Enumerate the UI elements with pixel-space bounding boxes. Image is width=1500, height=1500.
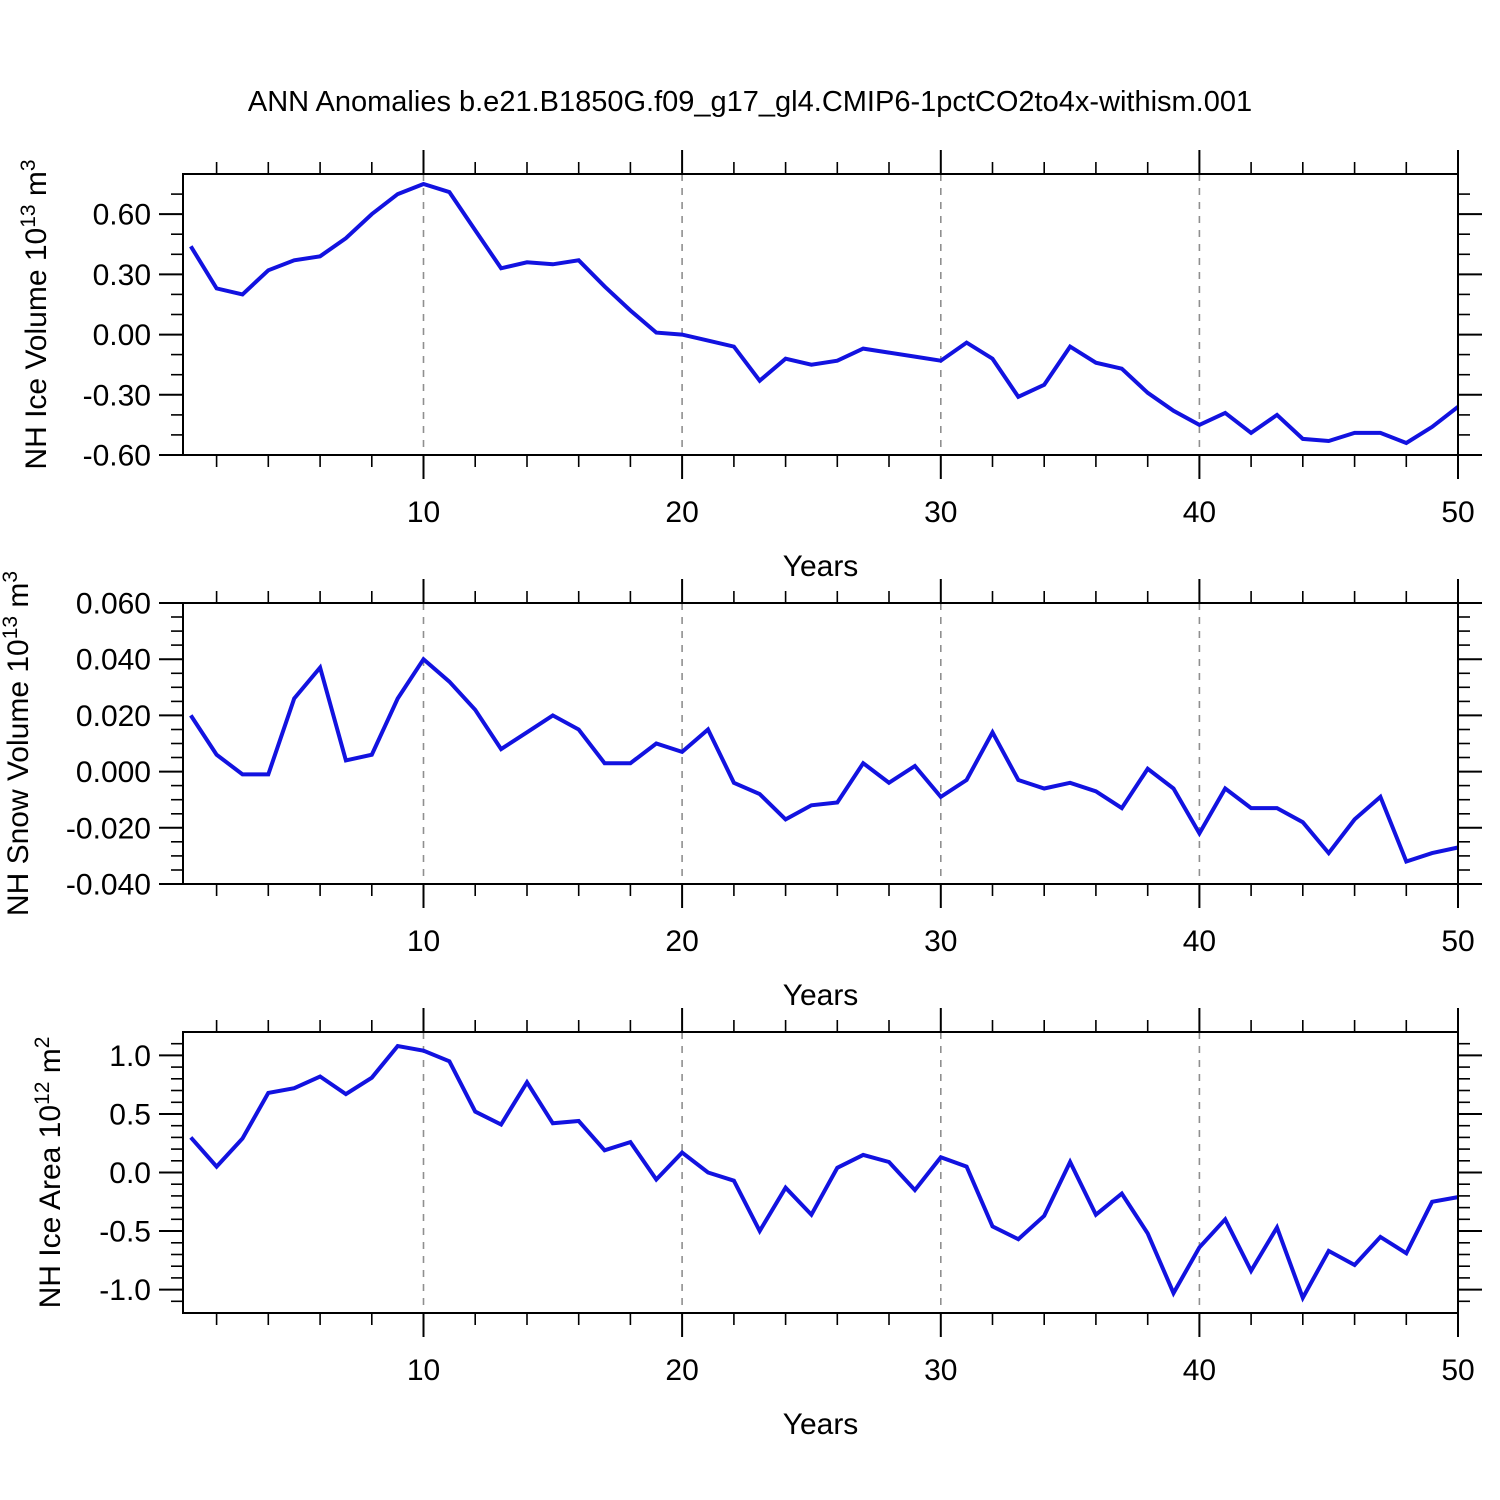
x-tick-label: 30 [924, 496, 957, 529]
y-tick-label: 0.060 [76, 588, 151, 621]
y-axis-label: NH Ice Volume 1013 m3 [17, 159, 53, 469]
data-line-nh-ice-volume [189, 181, 1460, 446]
x-tick-label: 20 [665, 925, 698, 958]
x-tick-label: 50 [1441, 1354, 1474, 1387]
x-tick-label: 40 [1183, 1354, 1216, 1387]
x-tick-label: 20 [665, 496, 698, 529]
x-tick-label: 50 [1441, 925, 1474, 958]
y-tick-label: 0.040 [76, 644, 151, 677]
plot-frame [182, 602, 1459, 885]
panel-nh-snow-volume: 10 20 30 40 50 0.060 0.040 0.020 0.000 -0.020 -0.0… [0, 571, 1482, 1012]
x-tick-label: 10 [407, 925, 440, 958]
x-tick-label: 40 [1183, 925, 1216, 958]
x-tick-label: 40 [1183, 496, 1216, 529]
panel-nh-ice-volume: 10 20 30 40 50 0.60 0.30 0.00 -0.30 -0.60 Years NH … [17, 150, 1482, 583]
y-tick-label: -0.5 [99, 1216, 151, 1249]
y-tick-label: -1.0 [99, 1274, 151, 1307]
data-line-nh-ice-area [189, 1043, 1459, 1303]
panel-nh-ice-area: 10 20 30 40 50 1.0 0.5 0.0 -0.5 -1.0 Years NH Ice A… [31, 1008, 1482, 1441]
y-tick-label: -0.30 [83, 379, 151, 412]
data-line-nh-snow-volume [189, 656, 1459, 864]
plot-frame [182, 173, 1459, 456]
x-tick-label: 30 [924, 925, 957, 958]
y-tick-label: 0.000 [76, 756, 151, 789]
y-axis-label: NH Ice Area 1012 m2 [31, 1037, 67, 1309]
y-tick-label: 0.30 [93, 259, 151, 292]
y-tick-label: 0.00 [93, 319, 151, 352]
figure-title: ANN Anomalies b.e21.B1850G.f09_g17_gl4.C… [247, 86, 1253, 118]
x-tick-label: 50 [1441, 496, 1474, 529]
y-tick-label: 1.0 [109, 1040, 151, 1073]
y-tick-label: 0.020 [76, 700, 151, 733]
y-tick-label: 0.0 [109, 1157, 151, 1190]
y-tick-label: 0.5 [109, 1099, 151, 1132]
x-axis-label: Years [783, 1408, 859, 1441]
y-tick-label: 0.60 [93, 199, 151, 232]
x-axis-label: Years [783, 550, 859, 583]
x-tick-label: 30 [924, 1354, 957, 1387]
y-tick-label: -0.020 [66, 812, 151, 845]
y-axis-label: NH Snow Volume 1013 m3 [0, 571, 35, 916]
y-tick-label: -0.60 [83, 440, 151, 473]
x-axis-label: Years [783, 979, 859, 1012]
x-tick-label: 10 [407, 1354, 440, 1387]
x-tick-label: 20 [665, 1354, 698, 1387]
y-tick-label: -0.040 [66, 869, 151, 902]
x-tick-label: 10 [407, 496, 440, 529]
